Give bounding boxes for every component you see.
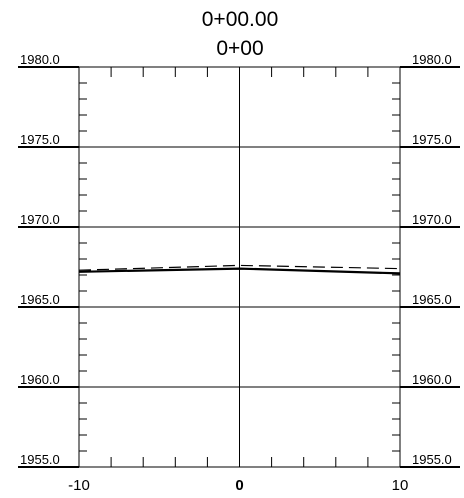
y-tick-label-right: 1980.0 (412, 52, 452, 67)
y-tick-label-left: 1970.0 (20, 212, 60, 227)
y-tick-label-right: 1955.0 (412, 452, 452, 467)
plot-frame (78, 66, 401, 468)
series-line-solid (78, 267, 401, 275)
x-tick-label: 10 (392, 477, 409, 494)
y-tick-label-left: 1980.0 (20, 52, 60, 67)
y-tick-label-left: 1975.0 (20, 132, 60, 147)
x-tick-label: 0 (235, 477, 243, 494)
y-tick-label-right: 1965.0 (412, 292, 452, 307)
y-tick-label-right: 1970.0 (412, 212, 452, 227)
chart-title: 0+00.00 (202, 8, 279, 31)
y-tick-label-left: 1965.0 (20, 292, 60, 307)
y-tick-label-left: 1960.0 (20, 372, 60, 387)
y-tick-label-right: 1960.0 (412, 372, 452, 387)
y-tick-label-left: 1955.0 (20, 452, 60, 467)
y-tick-label-right: 1975.0 (412, 132, 452, 147)
plot-area: 1955.0 1955.0 1960.0 1960.0 1965.0 1965.0 1970… (18, 52, 460, 494)
x-tick-label: -10 (68, 477, 90, 494)
chart-subtitle: 0+00 (216, 37, 263, 60)
